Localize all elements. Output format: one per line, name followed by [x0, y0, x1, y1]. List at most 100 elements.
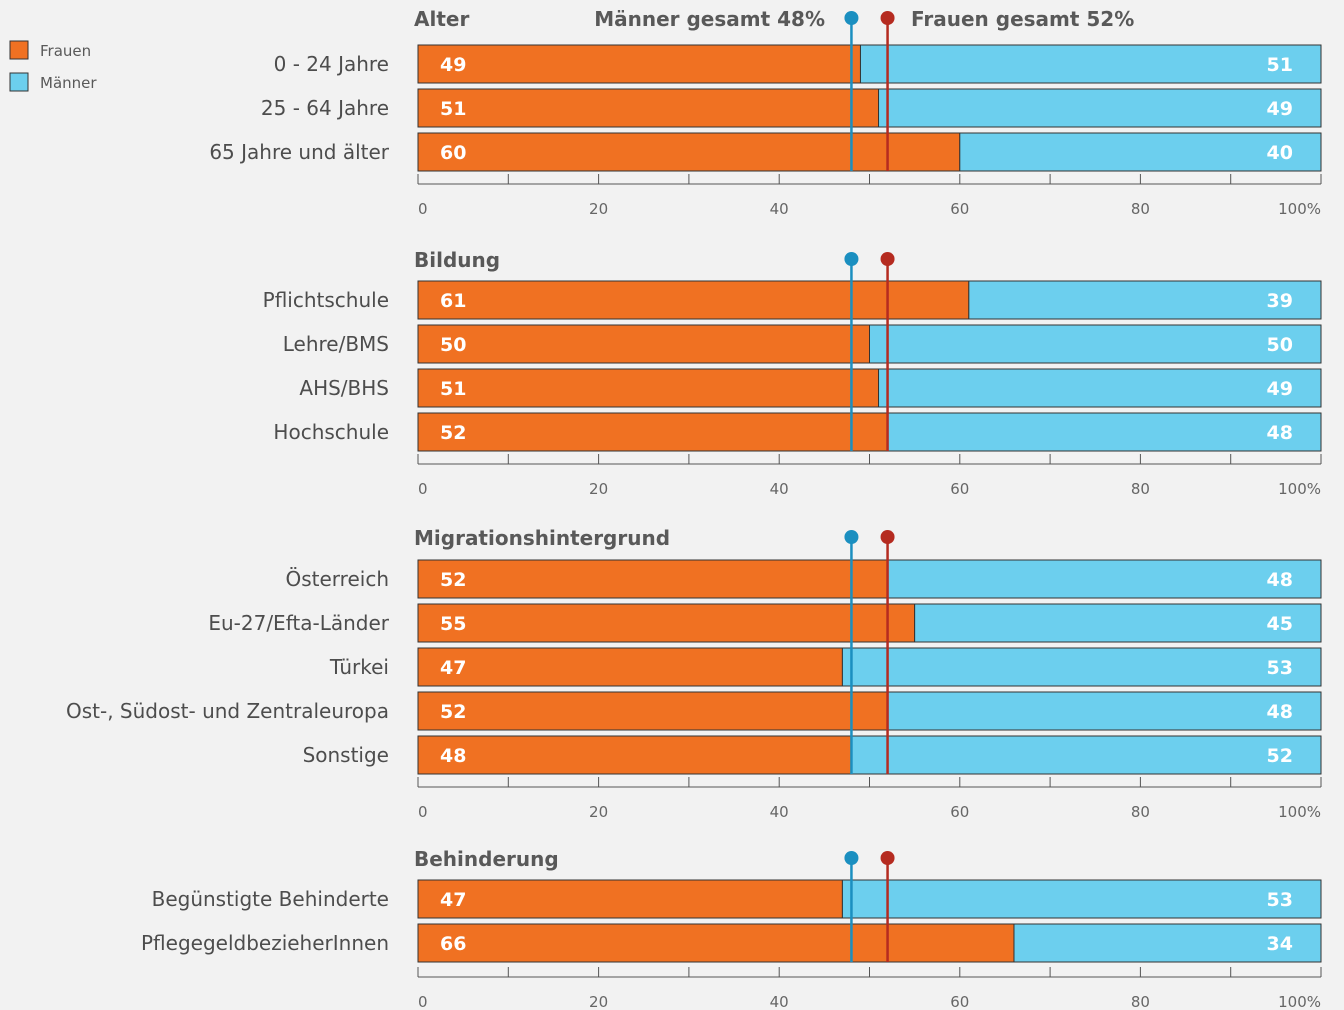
- group-title: Alter: [414, 7, 469, 31]
- bar-frauen: [417, 879, 843, 919]
- value-label-frauen: 51: [440, 98, 466, 120]
- bar-maenner: [1013, 923, 1322, 963]
- x-tick-label: 0: [418, 803, 428, 821]
- bar-frauen: [417, 603, 916, 643]
- value-label-maenner: 53: [1267, 889, 1293, 911]
- value-label-maenner: 48: [1267, 569, 1293, 591]
- value-label-frauen: 47: [440, 889, 466, 911]
- value-label-frauen: 52: [440, 569, 466, 591]
- category-label: Österreich: [286, 567, 390, 591]
- x-tick-label: 100%: [1278, 803, 1321, 821]
- x-tick-label: 20: [589, 993, 608, 1010]
- value-label-maenner: 51: [1267, 54, 1293, 76]
- value-label-frauen: 48: [440, 745, 466, 767]
- category-label: 25 - 64 Jahre: [261, 96, 389, 120]
- x-tick-label: 60: [950, 993, 969, 1010]
- bar-frauen: [417, 647, 843, 687]
- category-label: Türkei: [329, 655, 389, 679]
- value-label-maenner: 53: [1267, 657, 1293, 679]
- group-title: Behinderung: [414, 847, 559, 871]
- x-tick-label: 40: [770, 200, 789, 218]
- x-tick-label: 100%: [1278, 200, 1321, 218]
- x-tick-label: 100%: [1278, 993, 1321, 1010]
- bar-frauen: [417, 324, 870, 364]
- group-title: Bildung: [414, 248, 500, 272]
- value-label-maenner: 49: [1267, 98, 1293, 120]
- bar-maenner: [859, 44, 1322, 84]
- men-total-reference-dot: [844, 530, 859, 544]
- women-total-reference-dot: [880, 11, 895, 25]
- bar-maenner: [869, 324, 1322, 364]
- bar-maenner: [968, 280, 1322, 320]
- value-label-frauen: 49: [440, 54, 466, 76]
- men-total-label: Männer gesamt 48%: [594, 7, 825, 31]
- x-tick-label: 40: [770, 993, 789, 1010]
- value-label-maenner: 52: [1267, 745, 1293, 767]
- value-label-frauen: 66: [440, 933, 466, 955]
- category-label: Lehre/BMS: [283, 332, 389, 356]
- x-tick-label: 40: [770, 803, 789, 821]
- women-total-label: Frauen gesamt 52%: [911, 7, 1134, 31]
- bar-frauen: [417, 132, 961, 172]
- value-label-frauen: 52: [440, 422, 466, 444]
- bar-frauen: [417, 368, 880, 408]
- bar-maenner: [914, 603, 1322, 643]
- men-total-reference-dot: [844, 11, 859, 25]
- value-label-frauen: 47: [440, 657, 466, 679]
- bar-frauen: [417, 923, 1015, 963]
- x-tick-label: 80: [1131, 200, 1150, 218]
- bar-frauen: [417, 691, 889, 731]
- category-label: Eu-27/Efta-Länder: [208, 611, 389, 635]
- bar-maenner: [887, 412, 1322, 452]
- x-tick-label: 20: [589, 200, 608, 218]
- bar-maenner: [959, 132, 1322, 172]
- category-label: AHS/BHS: [299, 376, 389, 400]
- women-total-reference-dot: [880, 851, 895, 865]
- bar-maenner: [887, 691, 1322, 731]
- value-label-frauen: 50: [440, 334, 466, 356]
- category-label: PflegegeldbezieherInnen: [141, 931, 389, 955]
- bar-frauen: [417, 412, 889, 452]
- bar-maenner: [878, 88, 1322, 128]
- category-label: Pflichtschule: [263, 288, 389, 312]
- x-tick-label: 20: [589, 803, 608, 821]
- bar-frauen: [417, 44, 861, 84]
- bar-maenner: [841, 647, 1322, 687]
- x-tick-label: 80: [1131, 993, 1150, 1010]
- x-tick-label: 60: [950, 200, 969, 218]
- x-tick-label: 60: [950, 803, 969, 821]
- category-label: Sonstige: [303, 743, 389, 767]
- bar-frauen: [417, 88, 880, 128]
- legend-swatch-frauen: [9, 40, 29, 60]
- bar-frauen: [417, 735, 852, 775]
- x-tick-label: 0: [418, 993, 428, 1010]
- value-label-frauen: 60: [440, 142, 466, 164]
- value-label-maenner: 48: [1267, 422, 1293, 444]
- value-label-frauen: 61: [440, 290, 466, 312]
- value-label-maenner: 49: [1267, 378, 1293, 400]
- women-total-reference-dot: [880, 530, 895, 544]
- category-label: Hochschule: [273, 420, 389, 444]
- legend-swatch-maenner: [9, 72, 29, 92]
- men-total-reference-dot: [844, 252, 859, 266]
- value-label-maenner: 50: [1267, 334, 1293, 356]
- x-tick-label: 20: [589, 480, 608, 498]
- x-tick-label: 0: [418, 200, 428, 218]
- x-tick-label: 60: [950, 480, 969, 498]
- value-label-frauen: 55: [440, 613, 466, 635]
- bar-frauen: [417, 559, 889, 599]
- category-label: Begünstigte Behinderte: [152, 887, 389, 911]
- legend-label-maenner: Männer: [40, 74, 97, 92]
- bar-frauen: [417, 280, 970, 320]
- x-tick-label: 100%: [1278, 480, 1321, 498]
- category-label: 0 - 24 Jahre: [274, 52, 389, 76]
- bar-maenner: [887, 559, 1322, 599]
- x-tick-label: 0: [418, 480, 428, 498]
- legend: Frauen Männer: [9, 40, 97, 92]
- category-label: 65 Jahre und älter: [209, 140, 389, 164]
- value-label-maenner: 39: [1267, 290, 1293, 312]
- value-label-maenner: 45: [1267, 613, 1293, 635]
- men-total-reference-dot: [844, 851, 859, 865]
- x-tick-label: 80: [1131, 480, 1150, 498]
- bar-maenner: [878, 368, 1322, 408]
